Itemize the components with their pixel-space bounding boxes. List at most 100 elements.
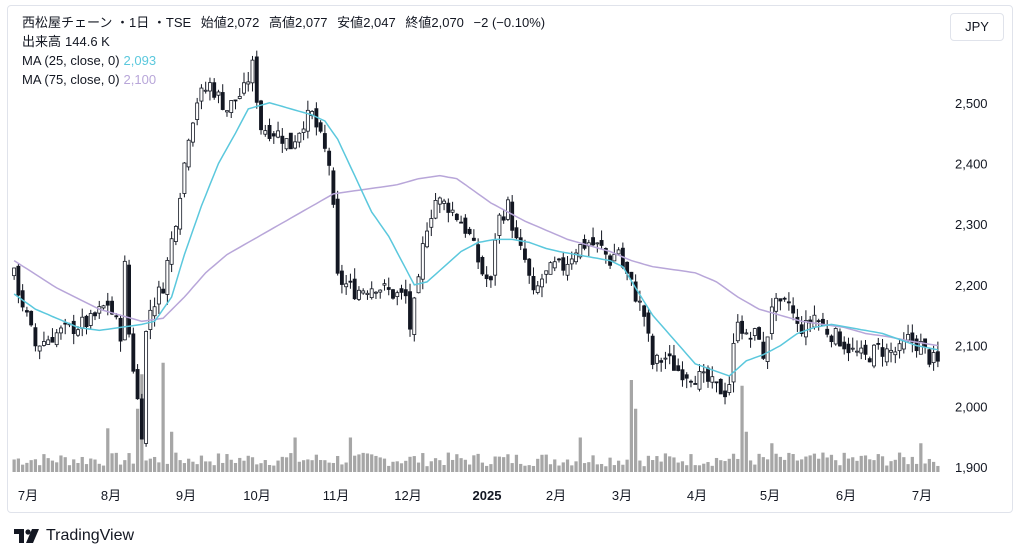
volume-bar xyxy=(221,462,225,472)
volume-bar xyxy=(144,460,148,472)
volume-bar xyxy=(906,464,910,472)
volume-bar xyxy=(548,464,553,472)
volume-bar xyxy=(314,454,318,472)
volume-bar xyxy=(438,460,442,472)
volume-bar xyxy=(710,465,714,472)
volume-bar xyxy=(327,462,331,472)
candle-body xyxy=(514,227,519,239)
candle-body xyxy=(654,354,659,364)
candle-body xyxy=(714,381,719,384)
candle-body xyxy=(105,300,110,306)
volume-bar xyxy=(357,454,361,472)
candle-body xyxy=(280,135,285,144)
volume-bar xyxy=(118,464,123,472)
volume-bar xyxy=(885,465,889,472)
candle-body xyxy=(152,306,157,317)
candle-body xyxy=(510,201,515,231)
volume-bar xyxy=(536,458,540,472)
volume-bar xyxy=(297,461,301,472)
candle-body xyxy=(791,305,796,314)
volume-bar xyxy=(323,460,327,472)
candle-body xyxy=(173,225,178,242)
candle-body xyxy=(799,324,804,334)
candle-body xyxy=(616,249,621,255)
volume-bar xyxy=(817,458,821,472)
volume-bar xyxy=(284,457,289,472)
volume-bar xyxy=(702,463,706,472)
volume-bar xyxy=(889,461,893,472)
candle-body xyxy=(523,248,527,260)
volume-bar xyxy=(655,456,659,472)
volume-bar xyxy=(106,428,110,472)
close-value: 2,070 xyxy=(431,15,464,30)
candle-body xyxy=(574,252,578,263)
volume-bar xyxy=(353,455,357,472)
candle-body xyxy=(663,357,668,360)
volume-bar xyxy=(187,458,191,472)
volume-bar xyxy=(863,455,868,472)
candle-body xyxy=(757,327,762,340)
volume-bar xyxy=(804,456,808,472)
volume-bar xyxy=(872,460,876,472)
ma75-legend[interactable]: MA (75, close, 0) 2,100 xyxy=(22,71,156,88)
volume-bar xyxy=(212,465,216,472)
symbol-name: 西松屋チェーン xyxy=(22,15,113,30)
volume-bar xyxy=(893,459,897,472)
volume-bar xyxy=(842,452,846,472)
candle-body xyxy=(186,139,191,168)
volume-bar xyxy=(178,460,182,472)
currency-button[interactable]: JPY xyxy=(950,13,1004,41)
volume-bar xyxy=(821,452,825,472)
tradingview-logo[interactable]: TradingView xyxy=(14,527,134,545)
volume-bar xyxy=(795,460,800,472)
time-tick-label: 6月 xyxy=(836,488,856,503)
candle-body xyxy=(348,280,353,283)
time-tick-label: 2025 xyxy=(473,488,502,503)
candle-body xyxy=(595,242,600,245)
volume-bar xyxy=(587,462,591,472)
ma25-legend[interactable]: MA (25, close, 0) 2,093 xyxy=(22,52,156,69)
volume-bar xyxy=(902,457,906,472)
candle-body xyxy=(263,130,268,135)
volume-bar xyxy=(123,460,127,472)
candle-body xyxy=(859,347,864,354)
candle-body xyxy=(476,244,481,263)
volume-bar xyxy=(306,459,310,472)
candle-body xyxy=(812,314,817,328)
volume-bar xyxy=(497,456,502,472)
candle-body xyxy=(237,96,242,99)
candle-body xyxy=(365,292,370,295)
candle-body xyxy=(242,82,246,94)
candle-body xyxy=(552,261,557,269)
candle-body xyxy=(156,286,161,305)
volume-bar xyxy=(770,443,774,472)
volume-bar xyxy=(612,465,616,472)
volume-bar xyxy=(910,456,914,472)
low-value: 2,047 xyxy=(363,15,396,30)
volume-bar xyxy=(693,465,697,472)
volume-value: 144.6 K xyxy=(65,34,110,49)
candle-body xyxy=(357,289,361,300)
volume-bar xyxy=(340,464,344,472)
volume-bar xyxy=(791,454,795,472)
candle-body xyxy=(488,276,493,281)
volume-bar xyxy=(663,453,668,472)
time-tick-label: 8月 xyxy=(101,488,121,503)
candle-body xyxy=(122,260,127,341)
volume-bar xyxy=(29,460,33,472)
candle-body xyxy=(46,339,51,345)
volume-bar xyxy=(195,464,199,472)
candle-body xyxy=(527,258,532,276)
volume-label: 出来高 xyxy=(22,34,62,49)
time-tick-label: 3月 xyxy=(612,488,632,503)
volume-bar xyxy=(506,454,510,472)
candle-body xyxy=(731,342,736,383)
price-tick-label: 2,500 xyxy=(955,96,988,111)
volume-bar xyxy=(16,458,21,472)
volume-bar xyxy=(225,454,229,472)
volume-bar xyxy=(787,452,791,472)
candle-body xyxy=(816,320,821,323)
candle-body xyxy=(382,283,387,286)
candle-body xyxy=(195,102,200,120)
